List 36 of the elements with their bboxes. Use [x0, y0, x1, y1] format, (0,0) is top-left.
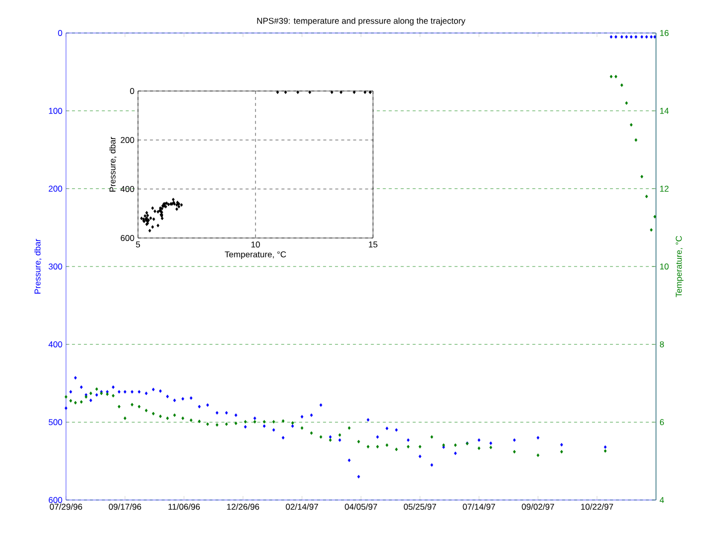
y-tick-label: 600 — [48, 497, 62, 503]
x-tick-label: 10/22/97 — [581, 504, 614, 510]
y2-tick-label: 12 — [660, 186, 669, 192]
x-tick-label: 15 — [368, 242, 378, 248]
y-tick-label: 0 — [130, 88, 134, 94]
x-tick-label: 07/29/96 — [50, 504, 82, 510]
y2-tick-label: 8 — [660, 341, 664, 348]
y-tick-label: 600 — [120, 235, 134, 241]
y-tick-label: 500 — [48, 419, 62, 426]
y2-axis-title: Temperature, °C — [676, 236, 684, 298]
y-tick-label: 0 — [58, 30, 62, 36]
y2-tick-label: 14 — [660, 108, 669, 114]
x-tick-label: 05/25/97 — [404, 504, 436, 510]
y-tick-label: 300 — [48, 264, 62, 270]
x-tick-label: 02/14/97 — [286, 504, 318, 510]
chart-title: NPS#39: temperature and pressure along the trajectory — [257, 18, 466, 26]
y-tick-label: 200 — [48, 186, 62, 192]
x-tick-label: 07/14/97 — [462, 504, 496, 510]
x-tick-label: 04/05/97 — [344, 504, 378, 510]
y2-tick-label: 10 — [660, 264, 669, 270]
x-tick-label: 11/06/96 — [168, 504, 200, 510]
y-axis-title: Pressure, dbar — [34, 238, 42, 294]
x-tick-label: 09/02/97 — [522, 504, 554, 510]
y-tick-label: 400 — [120, 186, 134, 192]
y2-tick-label: 4 — [660, 497, 664, 503]
y-tick-label: 100 — [48, 108, 62, 114]
x-tick-label: 12/26/96 — [227, 504, 260, 510]
y2-tick-label: 6 — [660, 419, 664, 426]
x-tick-label: 09/17/96 — [108, 504, 142, 510]
y-tick-label: 200 — [120, 137, 134, 143]
x-tick-label: 5 — [136, 242, 140, 248]
y-axis-title: Pressure, dbar — [109, 136, 117, 192]
x-tick-label: 10 — [251, 242, 260, 248]
y2-tick-label: 16 — [660, 30, 669, 36]
y-tick-label: 400 — [48, 341, 62, 348]
x-axis-title: Temperature, °C — [224, 251, 286, 260]
